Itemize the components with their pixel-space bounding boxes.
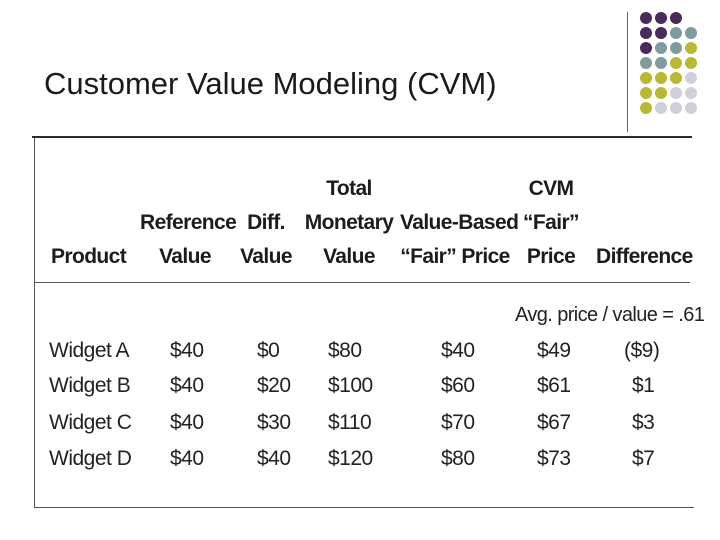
row-widget-c-diff-value: $30 bbox=[257, 411, 291, 434]
header-difference: Difference bbox=[596, 245, 693, 268]
row-widget-b-total-value: $100 bbox=[328, 374, 373, 397]
decorative-dot bbox=[685, 102, 697, 114]
title-divider-line bbox=[627, 12, 628, 132]
decorative-dot bbox=[640, 27, 652, 39]
row-widget-b-fair-price: $60 bbox=[441, 374, 475, 397]
decorative-dot bbox=[640, 42, 652, 54]
decorative-dot bbox=[670, 87, 682, 99]
row-widget-d-diff-value: $40 bbox=[257, 447, 291, 470]
decorative-dot-grid bbox=[640, 12, 697, 114]
decorative-dot bbox=[640, 72, 652, 84]
decorative-dot bbox=[670, 72, 682, 84]
row-widget-a-total-value: $80 bbox=[328, 339, 362, 362]
row-widget-a-difference: ($9) bbox=[624, 339, 660, 362]
decorative-dot bbox=[670, 12, 682, 24]
decorative-dot bbox=[670, 27, 682, 39]
decorative-dot bbox=[655, 57, 667, 69]
header-diff-value: Diff. Value bbox=[240, 211, 292, 268]
header-divider bbox=[34, 282, 690, 283]
row-widget-a-cvm-price: $49 bbox=[537, 339, 571, 362]
row-widget-a-fair-price: $40 bbox=[441, 339, 475, 362]
row-widget-b-cvm-price: $61 bbox=[537, 374, 571, 397]
decorative-dot bbox=[640, 87, 652, 99]
decorative-dot bbox=[640, 102, 652, 114]
header-product: Product bbox=[51, 245, 127, 268]
row-widget-c-product: Widget C bbox=[49, 411, 132, 434]
row-widget-a-product: Widget A bbox=[49, 339, 130, 362]
row-widget-c-total-value: $110 bbox=[328, 411, 372, 434]
header-cvm-fair-price: CVM “Fair” Price bbox=[523, 177, 580, 268]
decorative-dot bbox=[655, 72, 667, 84]
decorative-dot bbox=[685, 87, 697, 99]
decorative-dot bbox=[640, 12, 652, 24]
decorative-dot bbox=[685, 27, 697, 39]
row-widget-d-cvm-price: $73 bbox=[537, 447, 571, 470]
title-underline bbox=[32, 136, 692, 138]
row-widget-d-product: Widget D bbox=[49, 447, 132, 470]
decorative-dot bbox=[685, 42, 697, 54]
row-widget-d-fair-price: $80 bbox=[441, 447, 475, 470]
row-widget-c-reference-value: $40 bbox=[170, 411, 204, 434]
header-value-based-fair-price: Value-Based “Fair” Price bbox=[400, 211, 519, 268]
row-widget-a-diff-value: $0 bbox=[257, 339, 280, 362]
decorative-dot bbox=[655, 27, 667, 39]
row-widget-a-reference-value: $40 bbox=[170, 339, 204, 362]
avg-price-value-note: Avg. price / value = .61 bbox=[515, 304, 705, 326]
decorative-dot bbox=[640, 57, 652, 69]
decorative-dot bbox=[670, 57, 682, 69]
decorative-dot bbox=[655, 87, 667, 99]
row-widget-d-total-value: $120 bbox=[328, 447, 373, 470]
row-widget-b-product: Widget B bbox=[49, 374, 131, 397]
row-widget-b-diff-value: $20 bbox=[257, 374, 291, 397]
value-table bbox=[34, 138, 694, 508]
decorative-dot bbox=[670, 42, 682, 54]
decorative-dot bbox=[655, 42, 667, 54]
header-reference-value: Reference Value bbox=[140, 211, 237, 268]
decorative-dot bbox=[655, 102, 667, 114]
slide-title: Customer Value Modeling (CVM) bbox=[44, 66, 497, 101]
row-widget-b-reference-value: $40 bbox=[170, 374, 204, 397]
row-widget-c-difference: $3 bbox=[632, 411, 655, 434]
decorative-dot bbox=[670, 102, 682, 114]
row-widget-c-cvm-price: $67 bbox=[537, 411, 571, 434]
row-widget-c-fair-price: $70 bbox=[441, 411, 475, 434]
row-widget-d-difference: $7 bbox=[632, 447, 655, 470]
decorative-dot bbox=[655, 12, 667, 24]
row-widget-b-difference: $1 bbox=[632, 374, 655, 397]
decorative-dot bbox=[685, 57, 697, 69]
decorative-dot bbox=[685, 72, 697, 84]
header-total-monetary-value: Total Monetary Value bbox=[304, 177, 394, 268]
row-widget-d-reference-value: $40 bbox=[170, 447, 204, 470]
